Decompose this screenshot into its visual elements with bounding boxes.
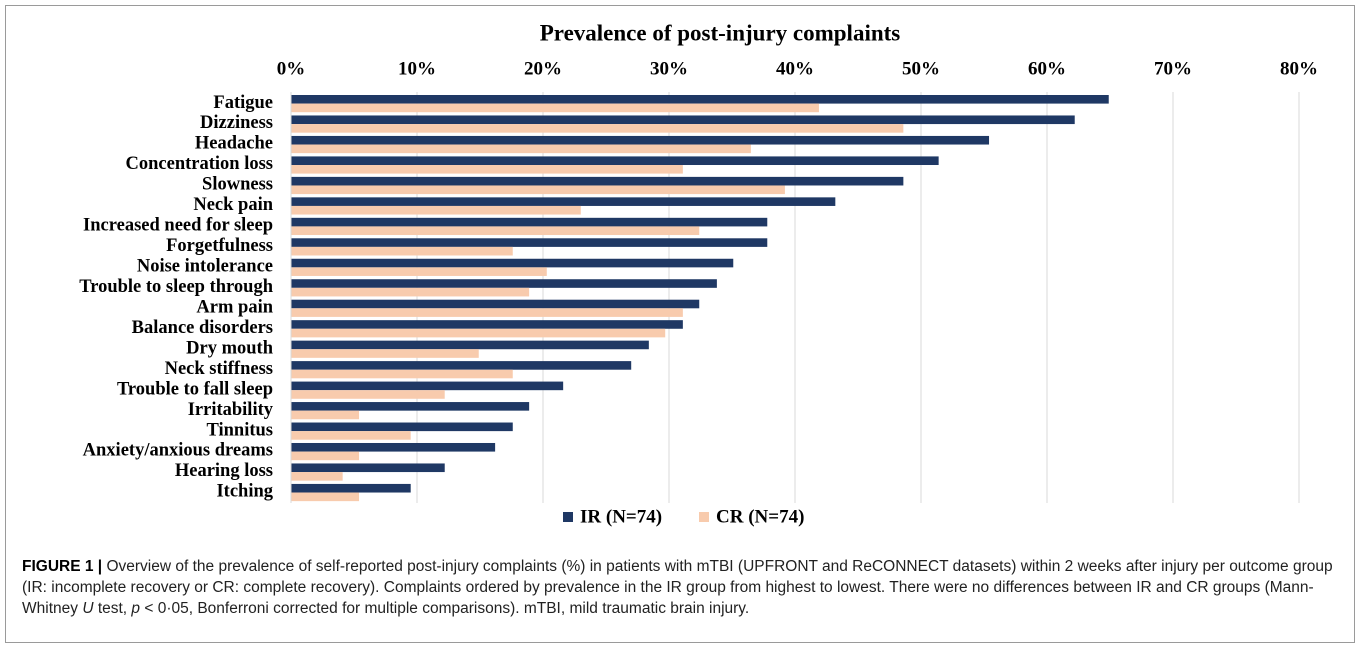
y-tick-label: Trouble to fall sleep — [117, 379, 273, 399]
y-tick-label: Headache — [195, 134, 273, 154]
y-tick-label: Hearing loss — [175, 461, 273, 481]
bar — [291, 402, 530, 411]
bar — [291, 246, 513, 256]
y-tick-label: Increased need for sleep — [83, 216, 273, 236]
bar — [291, 135, 990, 145]
y-tick-label: Arm pain — [196, 297, 273, 317]
bar — [291, 156, 939, 166]
bar — [291, 197, 836, 206]
y-tick-label: Slowness — [202, 175, 273, 195]
x-tick-label: 10% — [398, 58, 436, 79]
bar — [291, 205, 581, 215]
y-tick-label: Neck stiffness — [165, 359, 273, 379]
bar — [291, 238, 768, 247]
bar — [291, 451, 360, 461]
x-tick-label: 40% — [776, 58, 814, 79]
y-tick-label: Balance disorders — [132, 318, 273, 338]
chart-title: Prevalence of post-injury complaints — [540, 20, 901, 45]
bar — [291, 258, 734, 268]
bar — [291, 369, 513, 379]
x-tick-label: 0% — [277, 58, 306, 79]
bar — [291, 144, 751, 154]
bar — [291, 328, 666, 338]
y-tick-label: Tinnitus — [206, 420, 273, 440]
bar — [291, 226, 700, 236]
x-tick-label: 50% — [902, 58, 940, 79]
caption-text: p — [131, 600, 141, 617]
x-tick-label: 80% — [1280, 58, 1318, 79]
legend-label: IR (N=74) — [580, 506, 662, 527]
bar — [291, 287, 530, 297]
y-tick-label: Itching — [216, 482, 273, 502]
bar — [291, 463, 445, 473]
bar — [291, 165, 683, 174]
caption-text: U — [82, 600, 94, 617]
bar — [291, 431, 411, 440]
bar — [291, 320, 683, 329]
bar — [291, 299, 700, 309]
x-tick-label: 20% — [524, 58, 562, 79]
legend-swatch — [699, 512, 709, 522]
legend-swatch — [563, 512, 573, 522]
y-tick-label: Dizziness — [200, 113, 273, 133]
figure-frame — [5, 5, 1355, 643]
bar — [291, 492, 360, 502]
caption-text: test, — [93, 600, 132, 617]
x-tick-label: 30% — [650, 58, 688, 79]
y-tick-label: Dry mouth — [186, 338, 274, 358]
caption-text: Overview of the prevalence of self-repor… — [22, 558, 1333, 617]
bar — [291, 361, 632, 370]
bar — [291, 308, 683, 317]
y-tick-label: Forgetfulness — [166, 236, 273, 256]
x-tick-label: 70% — [1154, 58, 1192, 79]
y-tick-label: Neck pain — [193, 195, 273, 215]
chart: Prevalence of post-injury complaints 0% 1… — [79, 20, 1318, 527]
caption: FIGURE 1 | Overview of the prevalence of… — [22, 556, 1340, 619]
caption-text: < 0·05, Bonferroni corrected for multipl… — [140, 600, 750, 617]
bar — [291, 217, 768, 227]
bar — [291, 442, 496, 452]
y-tick-label: Concentration loss — [126, 154, 274, 174]
bar — [291, 349, 479, 358]
bar — [291, 185, 785, 195]
bar — [291, 483, 411, 493]
legend-label: CR (N=74) — [716, 506, 804, 527]
y-tick-label: Trouble to sleep through — [79, 277, 273, 297]
bar — [291, 422, 513, 432]
caption-label: FIGURE 1 | — [22, 558, 103, 575]
y-tick-label: Irritability — [188, 400, 274, 420]
bar — [291, 103, 819, 113]
y-tick-label: Noise intolerance — [137, 257, 273, 277]
bar — [291, 390, 445, 399]
y-tick-label: Fatigue — [213, 93, 273, 113]
x-tick-label: 60% — [1028, 58, 1066, 79]
bar — [291, 340, 649, 350]
bar — [291, 472, 343, 481]
bar — [291, 115, 1075, 125]
bar — [291, 267, 547, 276]
bar — [291, 381, 564, 391]
y-tick-label: Anxiety/anxious dreams — [83, 441, 273, 461]
bar — [291, 410, 360, 420]
bar — [291, 279, 717, 288]
bar — [291, 95, 1109, 104]
bar — [291, 124, 904, 133]
bar — [291, 176, 904, 186]
